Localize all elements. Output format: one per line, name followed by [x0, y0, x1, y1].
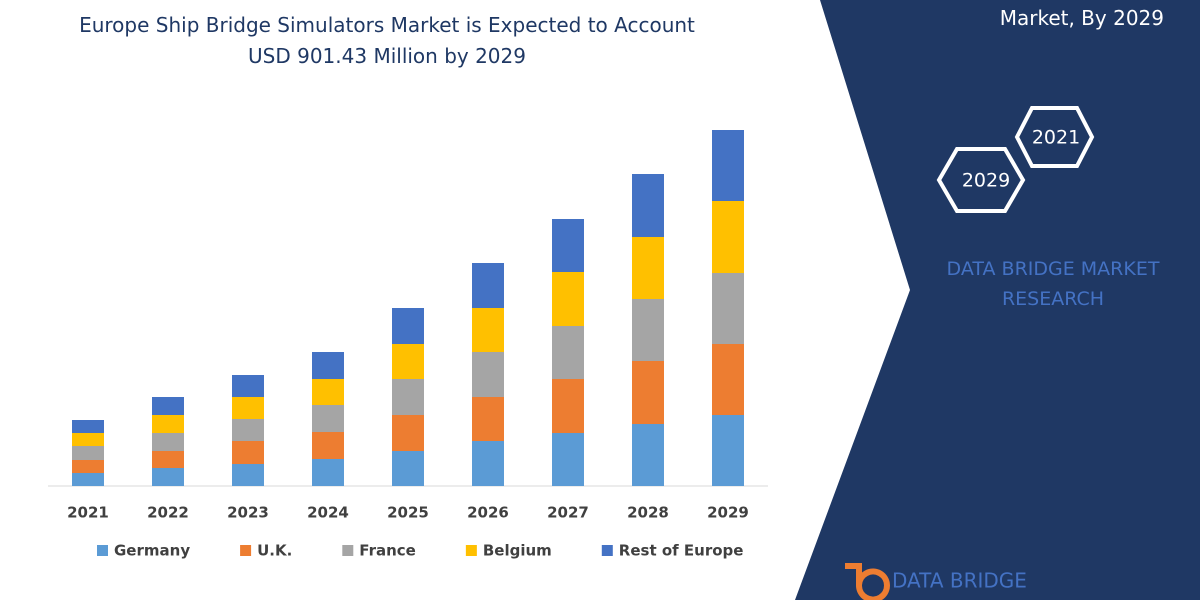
bar-segment [152, 433, 184, 451]
bar-segment [472, 308, 504, 352]
bar-segment [72, 473, 104, 486]
bar-segment [312, 379, 344, 405]
x-tick-label: 2023 [227, 504, 269, 522]
legend-label: Belgium [483, 542, 552, 560]
legend-swatch [465, 545, 477, 556]
bar-segment [712, 415, 744, 486]
logo-text: DATA BRIDGE [892, 569, 1027, 593]
bar-segment [392, 344, 424, 379]
bar-segment [632, 424, 664, 486]
x-tick-label: 2027 [547, 504, 589, 522]
bar-segment [472, 352, 504, 397]
x-tick-label: 2021 [67, 504, 109, 522]
bar-segment [632, 174, 664, 237]
bar-segment [152, 397, 184, 415]
bar-segment [72, 420, 104, 433]
bar-segment [552, 272, 584, 326]
bar-segment [72, 446, 104, 460]
bar-segment [232, 419, 264, 441]
bar-segment [392, 379, 424, 415]
bar-segment [552, 326, 584, 379]
bar-segment [712, 130, 744, 201]
bar-segment [552, 379, 584, 433]
hexagon-label: 2029 [962, 170, 1010, 192]
bar-segment [472, 441, 504, 486]
x-tick-label: 2026 [467, 504, 509, 522]
bar-segment [712, 201, 744, 273]
legend-label: Rest of Europe [619, 542, 744, 560]
bar-segment [312, 352, 344, 379]
bar-segment [632, 361, 664, 424]
x-tick-label: 2029 [707, 504, 749, 522]
bar-segment [392, 308, 424, 344]
bar-segment [552, 433, 584, 486]
side-panel-bg [795, 0, 1200, 600]
bar-segment [232, 375, 264, 397]
chart-title: Europe Ship Bridge Simulators Market is … [79, 13, 695, 68]
legend-swatch [601, 545, 613, 556]
bar-segment [72, 460, 104, 473]
bar-segment [152, 451, 184, 468]
bar-segment [712, 344, 744, 415]
bar-segment [392, 415, 424, 451]
logo-icon [845, 563, 890, 600]
legend-label: France [359, 542, 416, 560]
hexagon [936, 147, 1026, 213]
bar-segment [312, 432, 344, 459]
legend-swatch [97, 545, 108, 556]
bar-segment [712, 273, 744, 344]
x-tick-label: 2025 [387, 504, 429, 522]
bar-segment [312, 405, 344, 432]
bar-segment [312, 459, 344, 486]
legend-swatch [342, 545, 354, 556]
bar-segment [232, 464, 264, 486]
x-tick-label: 2024 [307, 504, 349, 522]
legend-label: Germany [114, 542, 190, 560]
brand-text: DATA BRIDGE MARKET RESEARCH [946, 258, 1160, 310]
legend-swatch [240, 545, 252, 556]
bar-segment [392, 451, 424, 486]
bar-segment [632, 237, 664, 299]
bar-segment [232, 441, 264, 464]
bar-segment [152, 468, 184, 486]
bar-segment [552, 219, 584, 272]
panel-heading: Market, By 2029 [999, 6, 1164, 30]
hexagon-label: 2021 [1032, 127, 1080, 149]
bar-segment [472, 263, 504, 308]
bar-segment [632, 299, 664, 361]
x-tick-label: 2028 [627, 504, 669, 522]
bar-segment [152, 415, 184, 433]
bar-segment [232, 397, 264, 419]
legend-label: U.K. [257, 542, 292, 560]
x-tick-label: 2022 [147, 504, 189, 522]
bar-segment [72, 433, 104, 446]
hexagon [1014, 106, 1095, 168]
bar-segment [472, 397, 504, 441]
